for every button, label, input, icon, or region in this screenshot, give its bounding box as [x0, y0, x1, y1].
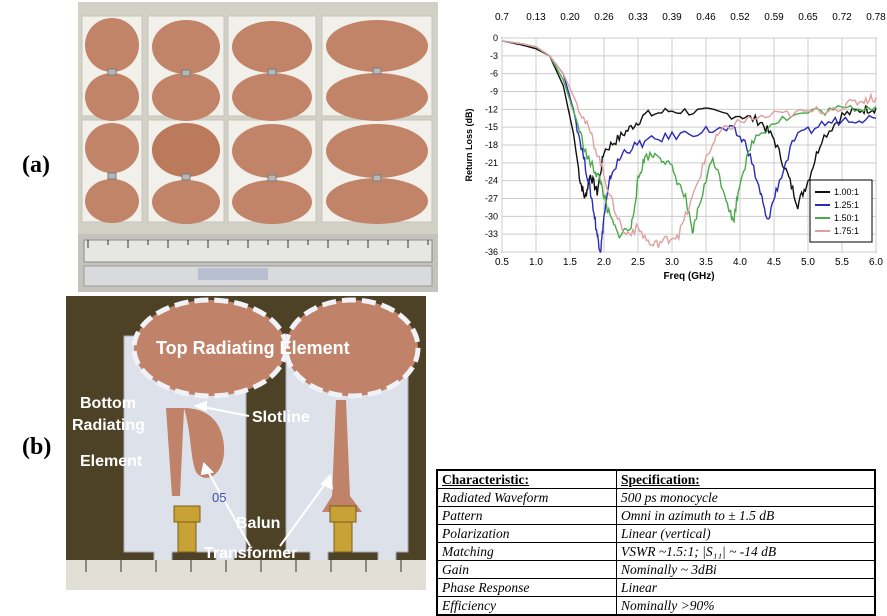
top-tick-label: 0.46	[696, 12, 716, 23]
legend-label: 1.75:1	[834, 226, 859, 236]
y-tick-label: -36	[485, 247, 498, 257]
y-tick-label: -12	[485, 104, 498, 114]
table-cell: 500 ps monocycle	[616, 488, 876, 507]
y-tick-label: -3	[490, 51, 498, 61]
table-cell: Omni in azimuth to ± 1.5 dB	[616, 506, 876, 525]
x-tick-label: 6.0	[869, 257, 883, 268]
top-tick-label: 0.78	[866, 12, 886, 23]
return-loss-chart: 0.5 1.0 1.5 2.0 2.5 3.0 3.5 4.0 4.5 5.0 5.5 6.0 0.7 0…	[440, 0, 887, 290]
x-tick-label: 0.5	[495, 257, 509, 268]
panel-label-a: (a)	[22, 152, 50, 178]
top-tick-label: 0.33	[628, 12, 648, 23]
antenna-detail-photo: Top Radiating Element Slotline Bottom Ra…	[66, 296, 426, 590]
table-cell: Nominally >90%	[616, 596, 876, 616]
table-cell: Efficiency	[436, 596, 617, 616]
x-tick-label: 2.5	[631, 257, 645, 268]
table-cell: Linear (vertical)	[616, 524, 876, 543]
y-tick-label: -30	[485, 211, 498, 221]
table-header-specification: Specification:	[616, 469, 876, 489]
y-tick-label: -9	[490, 87, 498, 97]
antenna-array-photo-drawing	[78, 2, 438, 292]
table-header-characteristic: Characteristic:	[436, 469, 617, 489]
legend: 1.00:1 1.25:1 1.50:1 1.75:1	[809, 179, 873, 243]
y-tick-label: -15	[485, 122, 498, 132]
series-line-0	[501, 40, 877, 210]
table-row: Phase Response Linear	[436, 578, 876, 597]
top-tick-label: 0.26	[594, 12, 614, 23]
panel-label-b: (b)	[22, 434, 52, 460]
antenna-detail-drawing: Top Radiating Element Slotline Bottom Ra…	[66, 296, 426, 590]
x-tick-label: 5.5	[835, 257, 849, 268]
series-line-2	[501, 40, 877, 240]
table-row: Gain Nominally ~ 3dBi	[436, 560, 876, 579]
y-tick-label: -24	[485, 176, 498, 186]
top-tick-label: 0.72	[832, 12, 852, 23]
top-tick-label: 0.39	[662, 12, 682, 23]
top-tick-label: 0.7	[495, 12, 509, 23]
label-top-radiating-element: Top Radiating Element	[156, 338, 350, 358]
series-line-3	[501, 40, 877, 248]
top-tick-label: 0.65	[798, 12, 818, 23]
label-bottom-1: Bottom	[80, 395, 136, 412]
table-row: Matching VSWR ~1.5:1; |S₁₁| ~ -14 dB	[436, 542, 876, 561]
table-header-row: Characteristic: Specification:	[436, 469, 876, 489]
table-cell: Linear	[616, 578, 876, 597]
label-slotline: Slotline	[252, 409, 310, 426]
y-axis-label: Return Loss (dB)	[464, 108, 474, 181]
spec-table: Characteristic: Specification: Radiated …	[436, 469, 876, 616]
x-tick-label: 2.0	[597, 257, 611, 268]
y-tick-label: 0	[493, 33, 498, 43]
y-tick-label: -21	[485, 158, 498, 168]
x-tick-label: 4.0	[733, 257, 747, 268]
label-bottom-2: Radiating	[72, 417, 145, 434]
y-tick-label: -33	[485, 229, 498, 239]
return-loss-chart-svg: 0.5 1.0 1.5 2.0 2.5 3.0 3.5 4.0 4.5 5.0 5.5 6.0 0.7 0…	[464, 12, 886, 282]
x-axis-label: Freq (GHz)	[663, 271, 714, 282]
legend-label: 1.25:1	[834, 200, 859, 210]
antenna-array-photo	[78, 2, 438, 292]
table-row: Pattern Omni in azimuth to ± 1.5 dB	[436, 506, 876, 525]
table-cell: Nominally ~ 3dBi	[616, 560, 876, 579]
top-tick-label: 0.59	[764, 12, 784, 23]
label-balun-2: Transformer	[204, 545, 297, 562]
top-tick-label: 0.52	[730, 12, 750, 23]
table-cell: Phase Response	[436, 578, 617, 597]
y-tick-label: -6	[490, 69, 498, 79]
table-row: Radiated Waveform 500 ps monocycle	[436, 488, 876, 507]
grid	[501, 37, 877, 253]
table-cell: Matching	[436, 542, 617, 561]
series-layer	[501, 40, 877, 253]
table-cell: VSWR ~1.5:1; |S₁₁| ~ -14 dB	[616, 542, 876, 561]
y-tick-label: -27	[485, 194, 498, 204]
table-cell: Radiated Waveform	[436, 488, 617, 507]
x-tick-label: 4.5	[767, 257, 781, 268]
x-tick-label: 1.0	[529, 257, 543, 268]
table-cell: Pattern	[436, 506, 617, 525]
label-bottom-3: Element	[80, 453, 143, 470]
table-cell: Polarization	[436, 524, 617, 543]
tick-labels: 0.5 1.0 1.5 2.0 2.5 3.0 3.5 4.0 4.5 5.0 5.5 6.0 0.7 0…	[485, 12, 886, 268]
table-row: Efficiency Nominally >90%	[436, 596, 876, 616]
y-tick-label: -18	[485, 140, 498, 150]
label-balun-1: Balun	[236, 515, 280, 532]
top-tick-label: 0.13	[526, 12, 546, 23]
x-tick-label: 3.0	[665, 257, 679, 268]
legend-label: 1.50:1	[834, 213, 859, 223]
x-tick-label: 5.0	[801, 257, 815, 268]
legend-label: 1.00:1	[834, 187, 859, 197]
board-id: 05	[212, 490, 226, 505]
x-tick-label: 1.5	[563, 257, 577, 268]
table-cell: Gain	[436, 560, 617, 579]
x-tick-label: 3.5	[699, 257, 713, 268]
table-row: Polarization Linear (vertical)	[436, 524, 876, 543]
top-tick-label: 0.20	[560, 12, 580, 23]
